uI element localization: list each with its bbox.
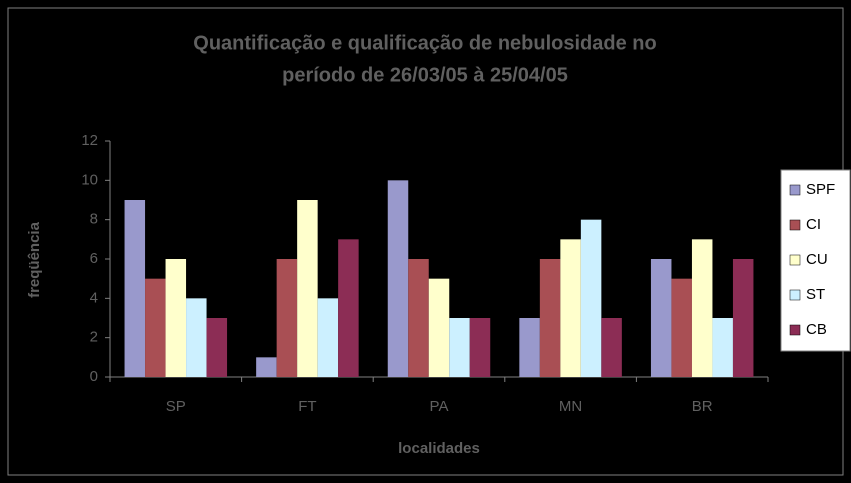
legend-swatch bbox=[789, 219, 801, 231]
legend-label: CB bbox=[806, 321, 827, 338]
bar bbox=[276, 259, 298, 377]
bar bbox=[338, 239, 359, 377]
y-tick-label: 2 bbox=[90, 329, 98, 346]
bar bbox=[650, 259, 672, 377]
bar bbox=[186, 298, 207, 377]
bar bbox=[560, 239, 581, 377]
bar bbox=[671, 278, 692, 377]
bar bbox=[469, 318, 491, 377]
bar bbox=[428, 278, 450, 377]
y-tick-label: 12 bbox=[81, 132, 98, 149]
bar bbox=[408, 259, 429, 377]
x-tick-label: MN bbox=[559, 398, 582, 415]
bar bbox=[580, 219, 602, 377]
bar bbox=[712, 318, 733, 377]
y-tick-label: 6 bbox=[90, 250, 98, 267]
legend-label: SPF bbox=[806, 181, 835, 198]
y-tick-label: 4 bbox=[90, 289, 98, 306]
legend-label: CI bbox=[806, 216, 821, 233]
x-tick-label: SP bbox=[166, 398, 186, 415]
bar bbox=[145, 278, 166, 377]
x-axis-label: localidades bbox=[398, 440, 480, 457]
bar bbox=[519, 318, 540, 377]
legend-swatch bbox=[789, 184, 801, 196]
bar bbox=[539, 259, 561, 377]
x-tick-label: FT bbox=[298, 398, 316, 415]
y-tick-label: 8 bbox=[90, 211, 98, 228]
y-axis-label: freqüência bbox=[26, 221, 43, 298]
bar bbox=[387, 180, 409, 377]
bar bbox=[297, 200, 318, 377]
y-tick-label: 0 bbox=[90, 368, 98, 385]
bar bbox=[601, 318, 622, 377]
legend-label: ST bbox=[806, 286, 825, 303]
legend-swatch bbox=[789, 254, 801, 266]
bar bbox=[256, 357, 277, 377]
chart-title: período de 26/03/05 à 25/04/05 bbox=[282, 64, 568, 86]
bar bbox=[691, 239, 713, 377]
bar bbox=[165, 259, 187, 377]
x-tick-label: BR bbox=[692, 398, 713, 415]
bar bbox=[317, 298, 339, 377]
bar bbox=[206, 318, 228, 377]
bar bbox=[449, 318, 470, 377]
legend-label: CU bbox=[806, 251, 828, 268]
chart-title: Quantificação e qualificação de nebulosi… bbox=[193, 32, 656, 54]
y-tick-label: 10 bbox=[81, 171, 98, 188]
x-tick-label: PA bbox=[430, 398, 449, 415]
legend-swatch bbox=[789, 289, 801, 301]
bar bbox=[124, 200, 146, 377]
bar bbox=[732, 259, 754, 377]
legend-swatch bbox=[789, 324, 801, 336]
